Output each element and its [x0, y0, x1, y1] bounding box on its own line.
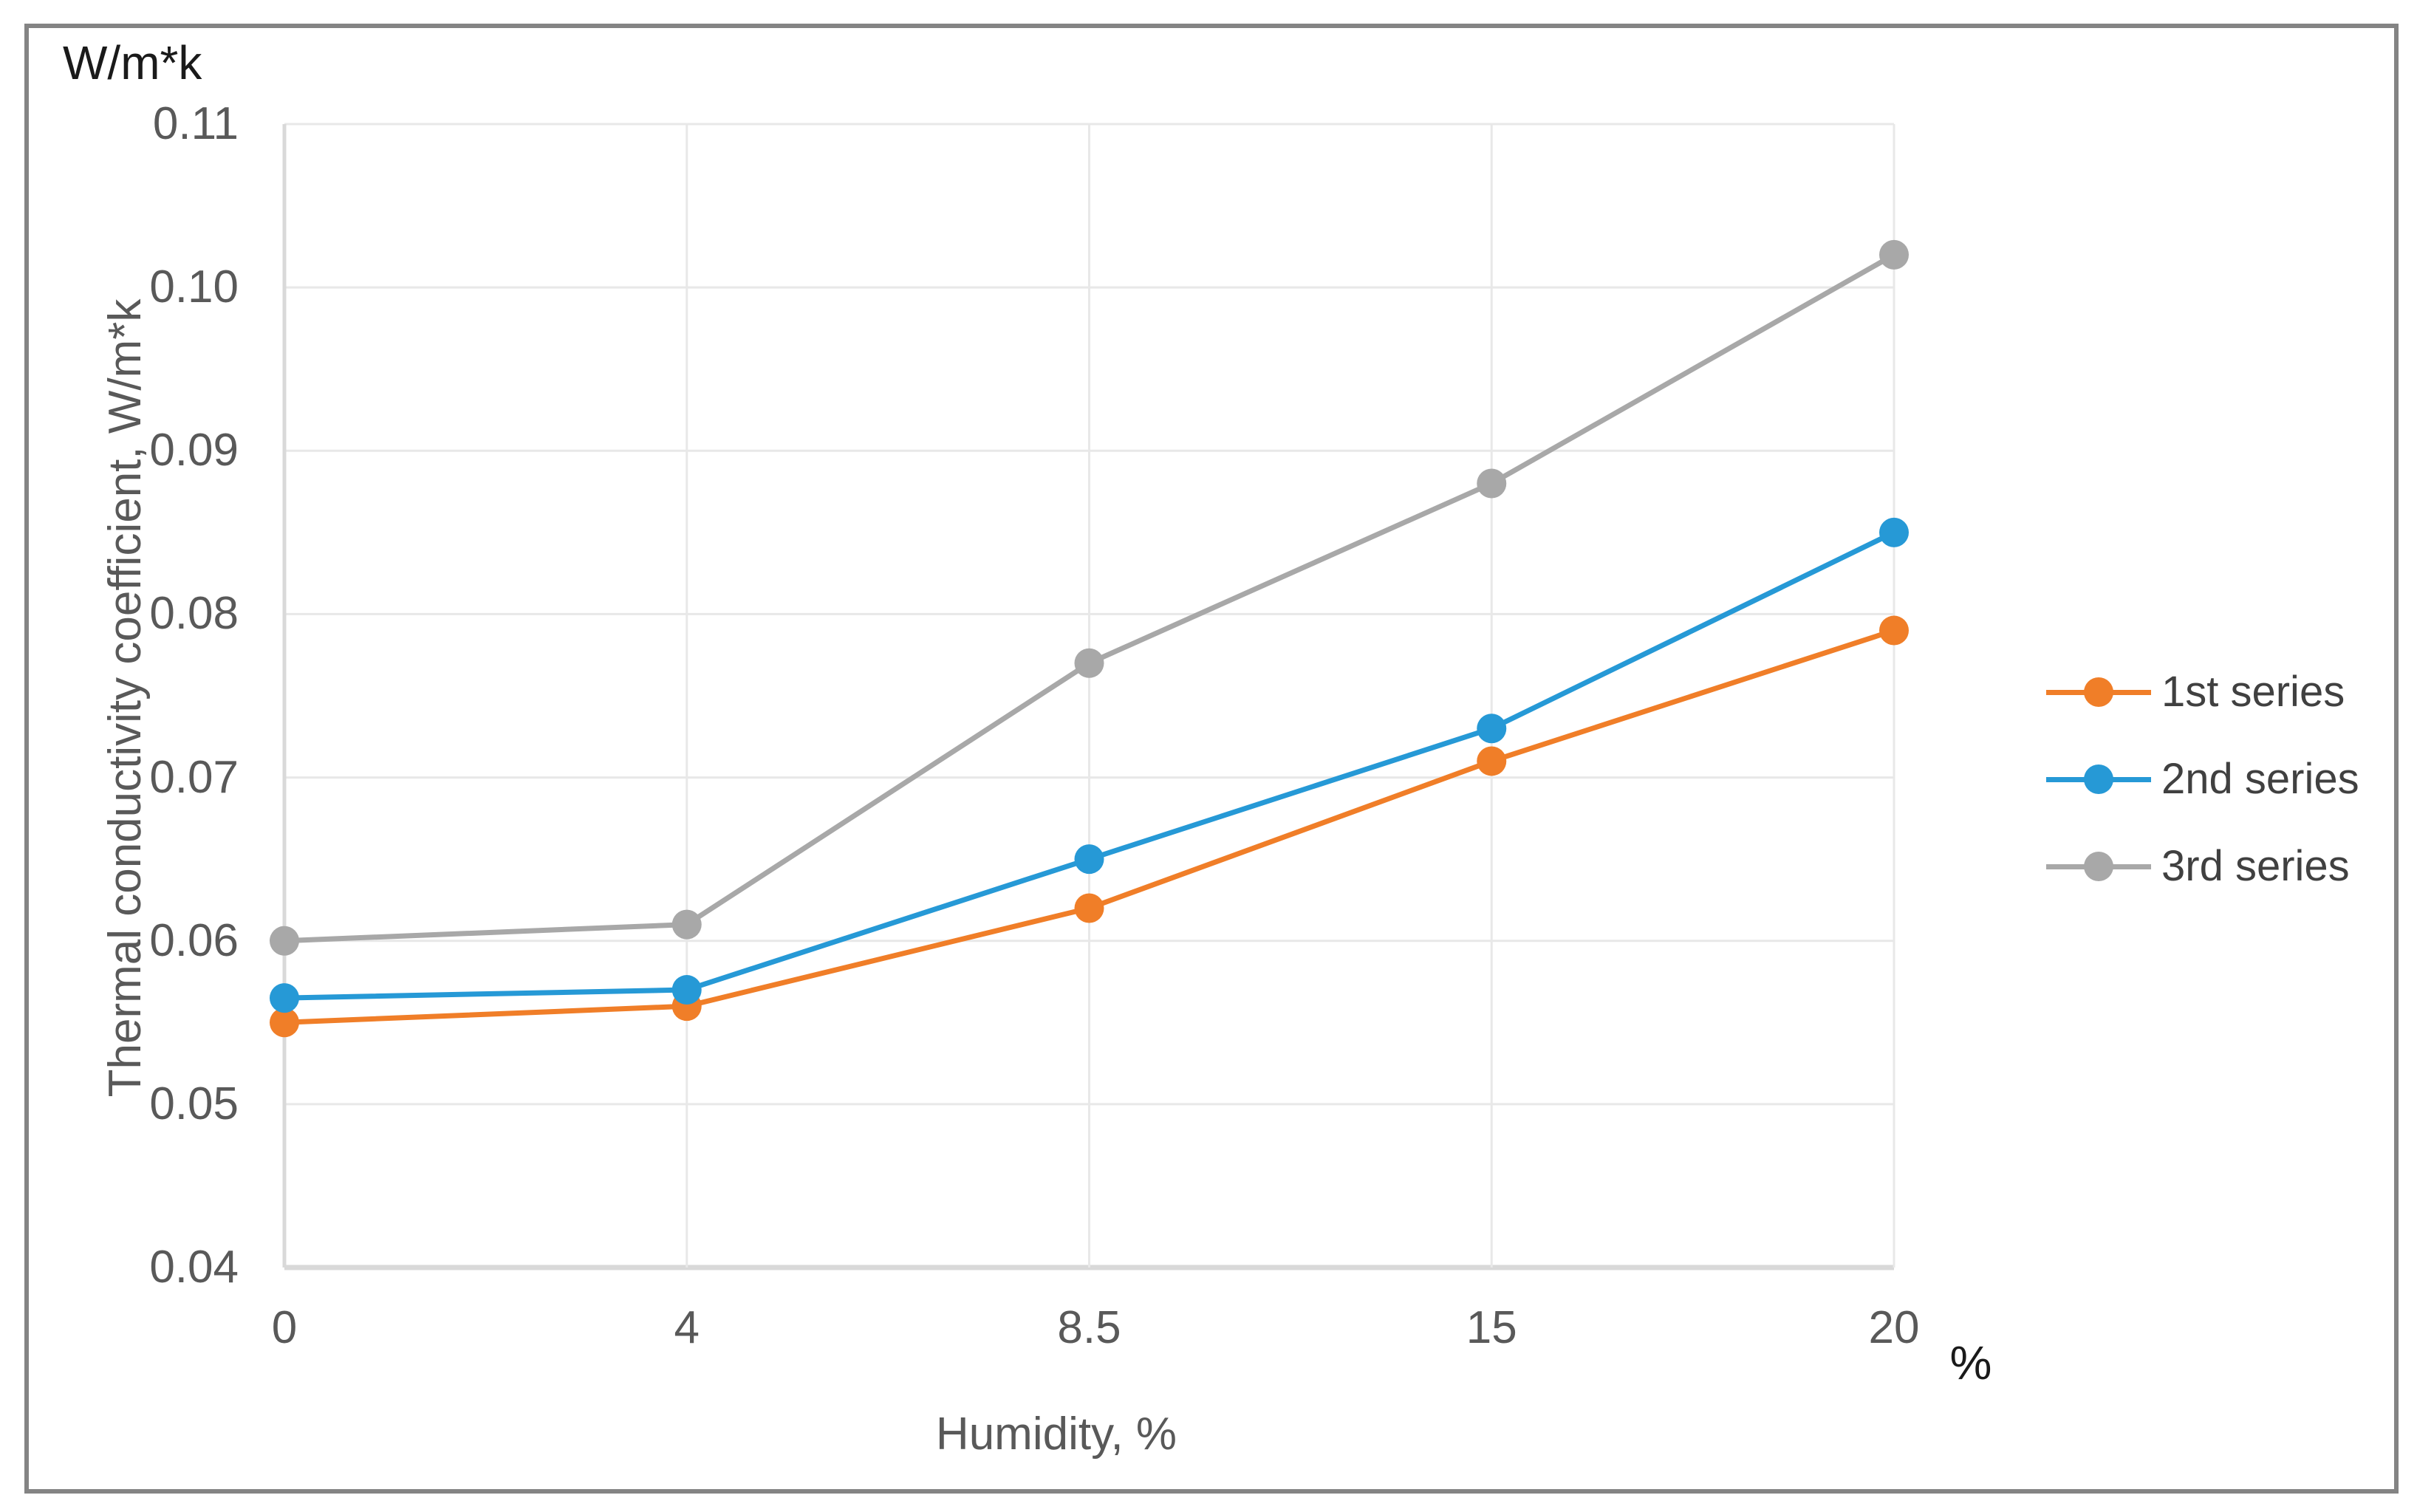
data-point-2nd-series: [1074, 844, 1104, 875]
y-axis-unit-label: W/m*k: [63, 36, 202, 89]
y-tick-label: 0.05: [149, 1078, 239, 1129]
legend-dot-icon: [2084, 852, 2113, 881]
x-tick-label: 20: [1868, 1302, 1920, 1353]
legend-item-3rd-series: 3rd series: [2046, 823, 2359, 910]
legend-item-1st-series: 1st series: [2046, 649, 2359, 736]
legend-label: 3rd series: [2161, 842, 2350, 890]
legend-dot-icon: [2084, 764, 2113, 794]
y-tick-label: 0.04: [149, 1242, 239, 1293]
figure-border: [24, 24, 2399, 1494]
x-axis-unit-label: %: [1949, 1336, 1992, 1389]
legend-dot-icon: [2084, 677, 2113, 707]
y-tick-label: 0.08: [149, 588, 239, 640]
y-tick-label: 0.09: [149, 425, 239, 476]
data-point-2nd-series: [671, 975, 702, 1005]
data-point-3rd-series: [270, 926, 299, 956]
chart-legend: 1st series 2nd series 3rd series: [2046, 649, 2359, 910]
data-point-3rd-series: [1879, 239, 1909, 270]
legend-marker-icon: [2046, 677, 2151, 707]
data-point-1st-series: [1879, 615, 1909, 646]
x-tick-label: 0: [271, 1302, 298, 1353]
data-point-1st-series: [1477, 746, 1507, 776]
data-point-3rd-series: [1477, 468, 1507, 499]
data-point-2nd-series: [1477, 714, 1507, 744]
x-tick-label: 8.5: [1057, 1302, 1121, 1353]
x-tick-label: 4: [674, 1302, 700, 1353]
data-point-3rd-series: [1074, 648, 1104, 678]
legend-label: 1st series: [2161, 668, 2345, 716]
y-tick-label: 0.06: [149, 914, 239, 966]
y-tick-label: 0.11: [152, 98, 239, 149]
x-tick-label: 15: [1466, 1302, 1517, 1353]
legend-marker-icon: [2046, 852, 2151, 881]
y-axis-title: Thermal conductivity coefficient, W/m*k: [100, 298, 151, 1098]
legend-label: 2nd series: [2161, 755, 2359, 803]
x-axis-title: Humidity, %: [935, 1409, 1177, 1460]
data-point-1st-series: [1074, 893, 1104, 923]
data-point-1st-series: [270, 1008, 299, 1038]
data-point-2nd-series: [1879, 517, 1909, 547]
y-tick-label: 0.10: [149, 261, 239, 313]
legend-marker-icon: [2046, 764, 2151, 794]
y-tick-label: 0.07: [149, 751, 239, 803]
data-point-3rd-series: [671, 909, 702, 940]
data-point-2nd-series: [270, 983, 299, 1013]
legend-item-2nd-series: 2nd series: [2046, 736, 2359, 823]
